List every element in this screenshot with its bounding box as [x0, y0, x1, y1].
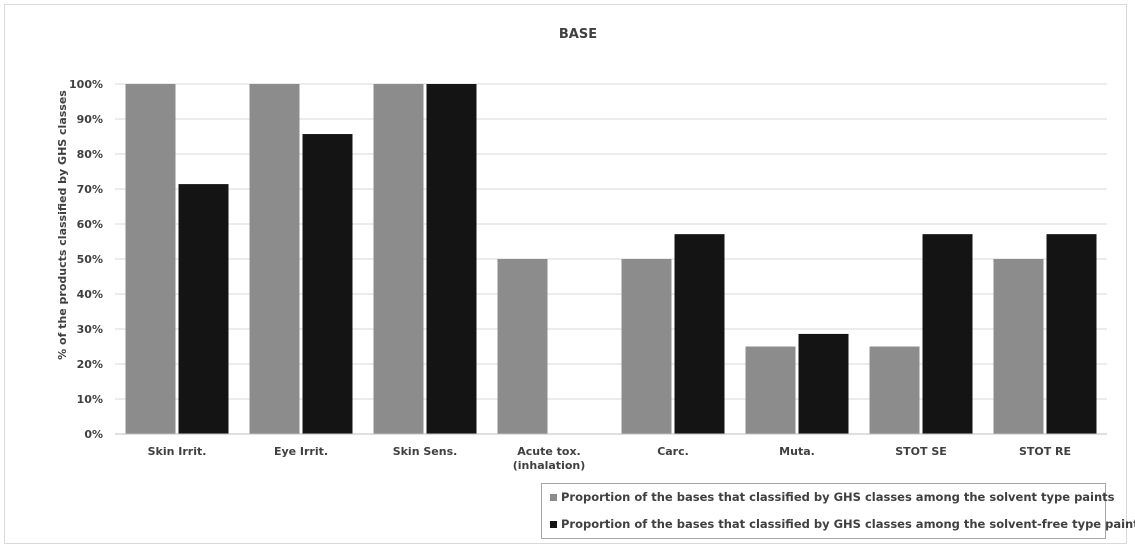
- bar: [621, 259, 672, 434]
- y-tick-label: 30%: [77, 323, 103, 336]
- bars: [125, 84, 1097, 435]
- x-tick-label: STOT RE: [1019, 445, 1071, 458]
- bar: [302, 134, 353, 435]
- bar: [178, 184, 229, 434]
- y-tick-label: 0%: [84, 428, 103, 441]
- bar: [798, 333, 849, 434]
- bar: [497, 259, 548, 434]
- legend: Proportion of the bases that classified …: [541, 483, 1135, 539]
- x-tick-label: Acute tox. (inhalation): [513, 445, 586, 472]
- bar: [869, 346, 920, 434]
- bar: [922, 234, 973, 434]
- x-tick-label: Eye Irrit.: [274, 445, 328, 458]
- y-tick-label: 40%: [77, 288, 103, 301]
- x-tick-label: Skin Irrit.: [148, 445, 207, 458]
- x-tick-labels: Skin Irrit. Eye Irrit. Skin Sens. Acute tox…: [148, 445, 1071, 472]
- x-tick-label: Muta.: [779, 445, 815, 458]
- legend-item-solvent-free: Proportion of the bases that classified …: [550, 517, 1135, 531]
- legend-label-solvent-free: Proportion of the bases that classified …: [561, 517, 1135, 531]
- bar: [993, 259, 1044, 434]
- y-tick-label: 10%: [77, 393, 103, 406]
- y-tick-label: 70%: [77, 183, 103, 196]
- bar: [1046, 234, 1097, 434]
- bar: [373, 84, 424, 434]
- x-tick-label: Carc.: [657, 445, 689, 458]
- y-tick-label: 50%: [77, 253, 103, 266]
- y-tick-label: 20%: [77, 358, 103, 371]
- bar: [745, 346, 796, 434]
- legend-swatch-solvent-free: [550, 520, 557, 528]
- x-tick-label: STOT SE: [895, 445, 947, 458]
- bar: [249, 84, 300, 434]
- bar: [125, 84, 176, 434]
- bar: [674, 234, 725, 434]
- y-tick-label: 80%: [77, 148, 103, 161]
- legend-item-solvent: Proportion of the bases that classified …: [550, 490, 1115, 504]
- x-tick-label: Skin Sens.: [393, 445, 458, 458]
- chart-title: BASE: [559, 27, 597, 42]
- y-tick-label: 60%: [77, 218, 103, 231]
- y-tick-label: 90%: [77, 113, 103, 126]
- y-tick-label: 100%: [69, 78, 103, 91]
- legend-swatch-solvent: [550, 493, 557, 501]
- legend-label-solvent: Proportion of the bases that classified …: [561, 490, 1115, 504]
- y-tick-labels: 0% 10% 20% 30% 40% 50% 60% 70% 80% 90% 100%: [69, 78, 103, 441]
- y-axis-label: % of the products classified by GHS clas…: [56, 90, 69, 360]
- bar: [426, 84, 477, 434]
